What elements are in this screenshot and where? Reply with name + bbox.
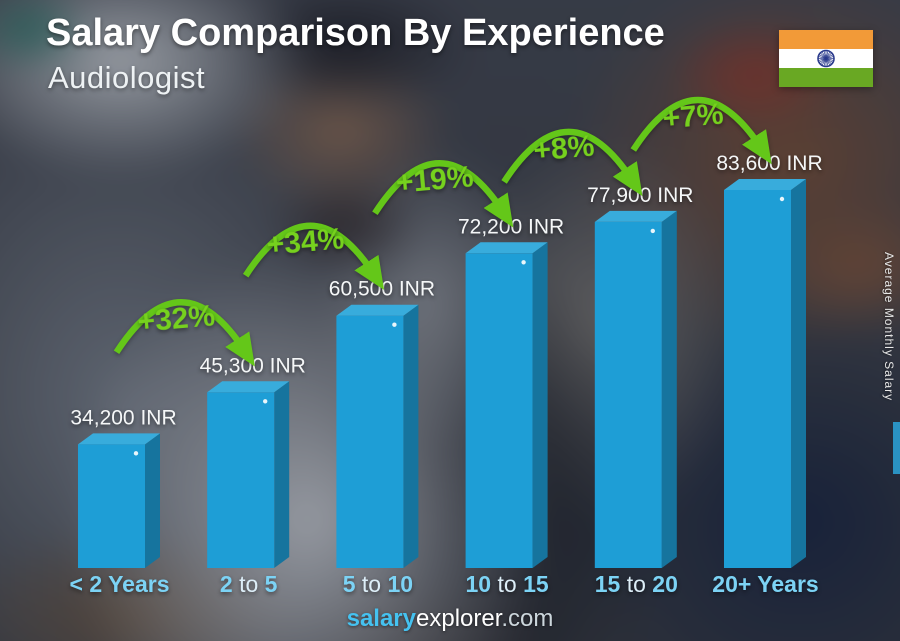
ashoka-chakra-icon	[817, 49, 835, 68]
bar-highlight-dot	[521, 260, 526, 265]
bar-front-face	[207, 392, 275, 568]
y-axis-label: Average Monthly Salary	[882, 252, 896, 402]
bar-highlight-dot	[392, 322, 397, 327]
page-title: Salary Comparison By Experience	[46, 12, 665, 54]
category-label: < 2 Years	[70, 571, 170, 597]
bars-group	[78, 179, 806, 568]
bar-front-face	[724, 190, 791, 568]
increase-labels-group: +32% +34% +19% +8% +7%	[136, 97, 725, 338]
bar-column	[724, 179, 806, 568]
increase-label: +19%	[395, 160, 475, 200]
india-flag-icon	[779, 30, 873, 87]
job-title: Audiologist	[48, 60, 206, 95]
increase-arrow	[501, 128, 643, 197]
bar-side-face	[532, 242, 548, 568]
bar-highlight-dot	[133, 451, 139, 456]
category-label: 15 to 20	[595, 571, 678, 597]
bar-column	[594, 210, 677, 568]
bar-side-face	[403, 304, 419, 568]
increase-label: +34%	[265, 222, 345, 262]
value-label: 83,600 INR	[716, 152, 822, 175]
bar-top-face	[724, 179, 806, 190]
category-label: 5 to 10	[343, 571, 413, 597]
bar-front-face	[336, 315, 404, 568]
bar-top-face	[336, 304, 419, 316]
category-label: 10 to 15	[466, 571, 549, 597]
bar-side-face	[791, 179, 806, 568]
bar-highlight-dot	[263, 399, 268, 404]
increase-arrow	[242, 222, 385, 290]
bar-top-face	[78, 433, 160, 445]
value-label: 34,200 INR	[70, 406, 176, 429]
flag-green-stripe	[779, 68, 873, 87]
watermark-brand-bold: salary	[346, 605, 416, 632]
increase-label: +8%	[532, 129, 596, 167]
value-label: 45,300 INR	[200, 354, 306, 377]
watermark-domain: .com	[501, 605, 554, 632]
increase-arrow	[113, 299, 255, 367]
bar-front-face	[594, 221, 662, 568]
bar-column	[336, 304, 419, 568]
flag-saffron-stripe	[779, 30, 873, 49]
value-label: 72,200 INR	[458, 215, 564, 238]
value-label: 77,900 INR	[587, 184, 693, 207]
photo-detail-sliver	[893, 422, 900, 474]
bar-side-face	[661, 210, 677, 568]
bar-front-face	[465, 253, 533, 568]
bar-top-face	[207, 381, 290, 393]
increase-arrows-group	[113, 96, 772, 367]
increase-label: +32%	[136, 299, 216, 339]
site-watermark: salaryexplorer.com	[0, 605, 900, 633]
bar-column	[78, 433, 160, 568]
category-label: 2 to 5	[220, 571, 278, 597]
bar-top-face	[465, 242, 548, 254]
bar-highlight-dot	[779, 196, 785, 202]
bar-front-face	[78, 444, 145, 568]
category-labels-group: < 2 Years 2 to 5 5 to 10 10 to 15 15 to 20 20…	[70, 571, 819, 597]
increase-label: +7%	[661, 97, 725, 135]
increase-arrow	[372, 160, 514, 228]
bar-column	[465, 242, 548, 568]
category-label: 20+ Years	[712, 571, 818, 597]
bar-side-face	[274, 381, 290, 568]
watermark-brand-rest: explorer	[416, 605, 502, 632]
bar-side-face	[145, 433, 160, 568]
increase-arrow	[630, 96, 772, 165]
bar-highlight-dot	[650, 228, 655, 234]
bar-column	[207, 381, 290, 568]
bar-top-face	[594, 210, 677, 222]
value-label: 60,500 INR	[329, 278, 435, 301]
